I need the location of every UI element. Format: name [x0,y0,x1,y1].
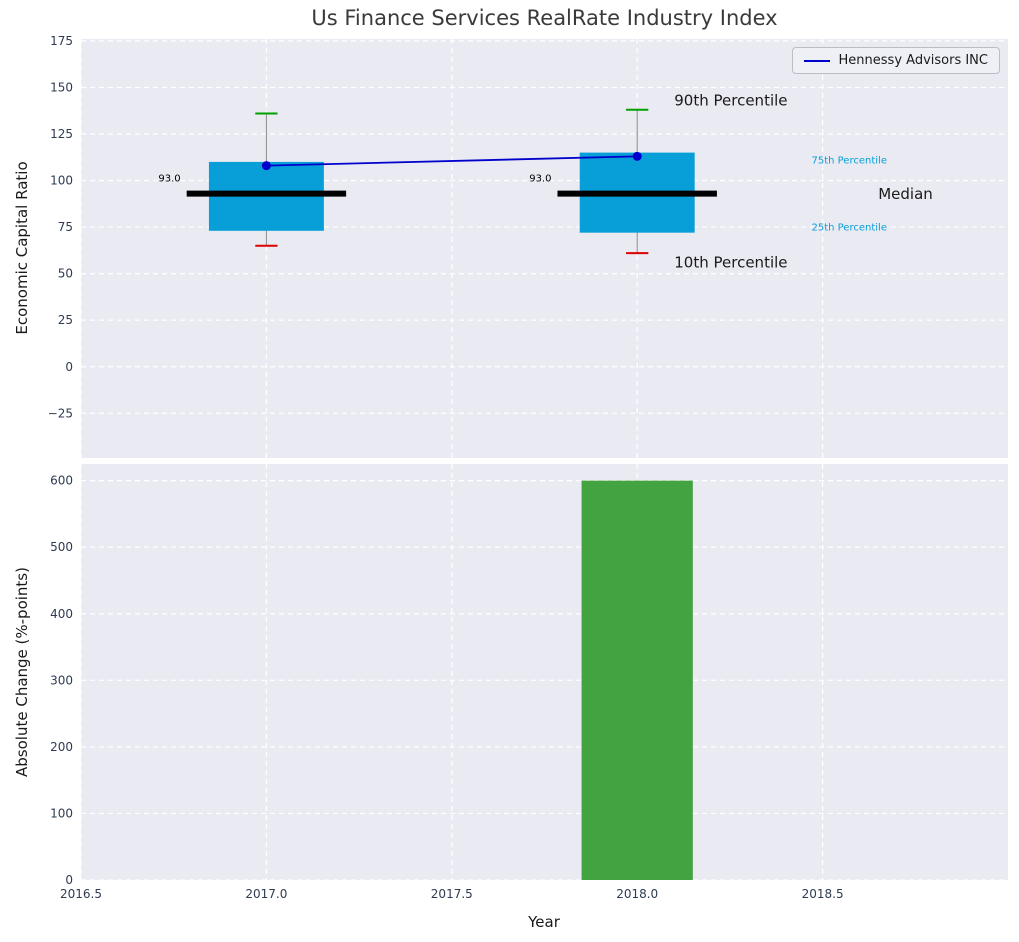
legend: Hennessy Advisors INC [791,47,1000,74]
ytick-label-top: 150 [50,80,73,94]
xtick-label: 2016.5 [60,887,102,901]
ytick-label-top: 100 [50,174,73,188]
ytick-label-bottom: 0 [65,873,73,887]
ytick-label-bottom: 300 [50,673,73,687]
annotation-10th-percentile: 10th Percentile [674,254,787,272]
xtick-label: 2017.0 [245,887,287,901]
change-bar-2018 [581,480,693,880]
ytick-label-bottom: 400 [50,607,73,621]
annotation-25th-percentile: 25th Percentile [811,223,887,234]
annotation-75th-percentile: 75th Percentile [811,156,887,167]
xtick-label: 2018.5 [802,887,844,901]
ytick-label-top: 50 [58,267,73,281]
axes-bottom-background [81,464,1008,880]
ytick-label-top: 125 [50,127,73,141]
annotation-90th-percentile: 90th Percentile [674,92,787,110]
company-series-marker [632,151,642,161]
chart-title: Us Finance Services RealRate Industry In… [311,6,778,30]
ylabel-absolute-change: Absolute Change (%-points) [13,567,31,777]
company-series-line [266,155,638,167]
ytick-label-top: 175 [50,34,73,48]
axes-top-background [81,39,1008,458]
median-value-label-2017: 93.0 [158,174,180,185]
ytick-label-top: −25 [48,406,73,420]
ytick-label-bottom: 500 [50,540,73,554]
ytick-label-top: 25 [58,313,73,327]
xtick-label: 2017.5 [431,887,473,901]
ylabel-economic-capital-ratio: Economic Capital Ratio [13,161,31,335]
legend-line-sample [803,59,830,62]
ytick-label-bottom: 200 [50,740,73,754]
xlabel-year: Year [528,913,560,931]
xtick-label: 2018.0 [616,887,658,901]
ytick-label-top: 0 [65,360,73,374]
ytick-label-bottom: 600 [50,474,73,488]
ytick-label-bottom: 100 [50,806,73,820]
company-series-marker [261,161,271,171]
legend-label: Hennessy Advisors INC [838,53,988,68]
annotation-median: Median [878,185,933,203]
ytick-label-top: 75 [58,220,73,234]
median-value-label-2018: 93.0 [529,174,551,185]
